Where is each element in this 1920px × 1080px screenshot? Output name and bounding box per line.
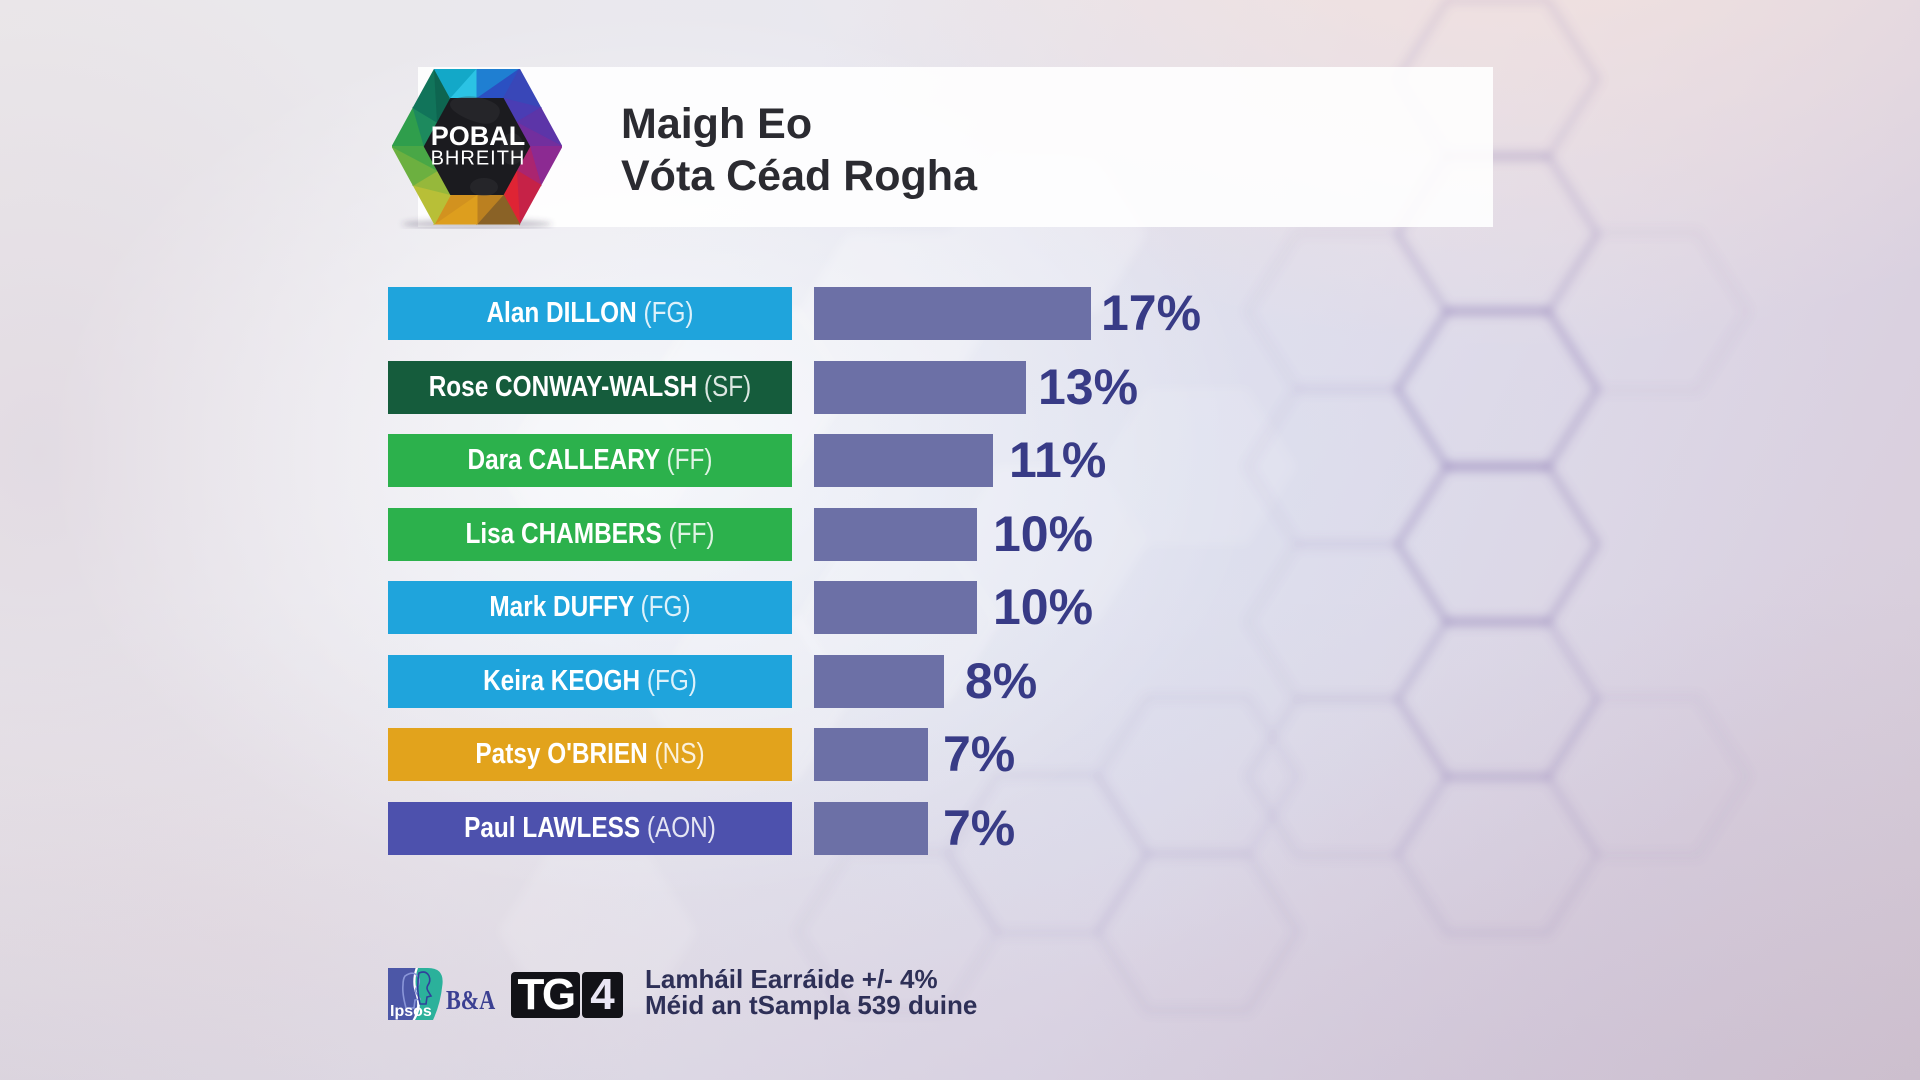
svg-text:BHREITH: BHREITH	[431, 148, 526, 170]
svg-text:POBAL: POBAL	[431, 121, 526, 151]
svg-text:Ipsos: Ipsos	[390, 1003, 432, 1020]
